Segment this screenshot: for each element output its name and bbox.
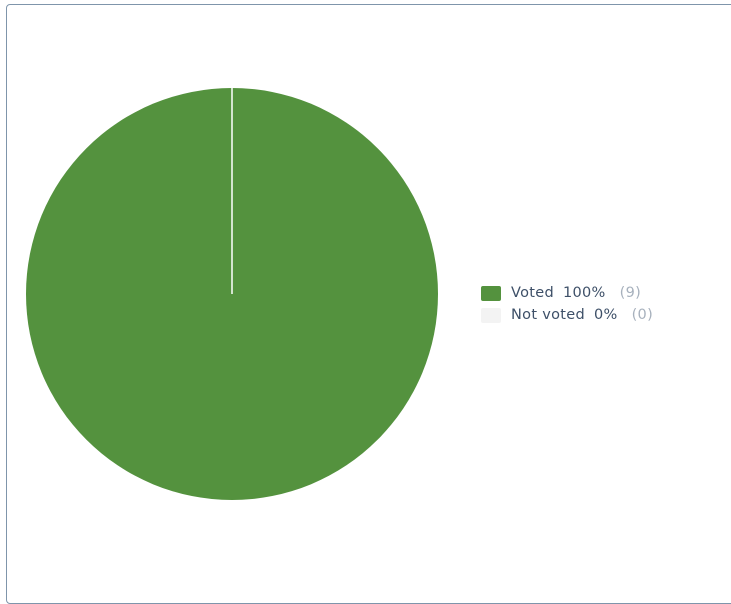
legend-count-voted: (9) (619, 285, 642, 301)
legend-percent-voted: 100% (562, 285, 606, 301)
legend-percent-not-voted: 0% (593, 307, 618, 323)
legend-label-not-voted: Not voted (511, 307, 585, 323)
legend-count-not-voted: (0) (631, 307, 654, 323)
legend-swatch-voted (481, 285, 501, 301)
legend-swatch-not-voted (481, 307, 501, 323)
chart-legend: Voted 100% (9) Not voted 0% (0) (481, 282, 653, 326)
pie-chart (26, 88, 438, 500)
legend-item-voted: Voted 100% (9) (481, 282, 653, 304)
legend-label-voted: Voted (511, 285, 554, 301)
legend-item-not-voted: Not voted 0% (0) (481, 304, 653, 326)
